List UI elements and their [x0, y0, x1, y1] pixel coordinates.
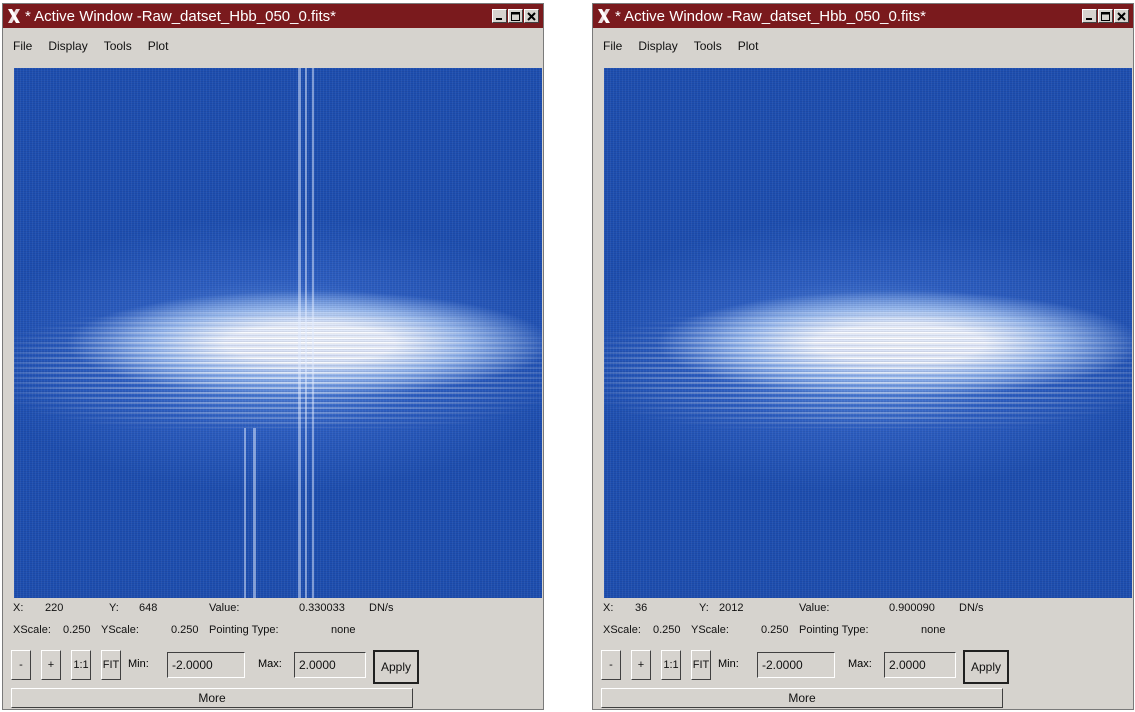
- window-title: * Active Window -Raw_datset_Hbb_050_0.fi…: [615, 7, 927, 25]
- detector-artifact-column: [244, 428, 246, 598]
- pointing-label: Pointing Type:: [209, 624, 279, 636]
- xscale-label: XScale:: [13, 624, 51, 636]
- toolbar: - + 1:1 FIT Min: -2.0000 Max: 2.0000 App…: [601, 650, 1121, 684]
- pointing-value: none: [921, 624, 946, 636]
- min-input[interactable]: -2.0000: [757, 652, 835, 678]
- zoom-in-button[interactable]: +: [631, 650, 651, 680]
- y-value: 2012: [719, 602, 744, 614]
- detector-artifact-column: [305, 68, 307, 598]
- detector-artifact-column: [312, 68, 314, 598]
- max-label: Max:: [258, 658, 282, 670]
- zoom-out-button[interactable]: -: [11, 650, 31, 680]
- min-label: Min:: [128, 658, 149, 670]
- maximize-icon[interactable]: [508, 9, 523, 23]
- max-input[interactable]: 2.0000: [884, 652, 956, 678]
- yscale-label: YScale:: [101, 624, 139, 636]
- image-noise: [604, 68, 1132, 598]
- image-canvas[interactable]: [14, 68, 542, 598]
- pointing-label: Pointing Type:: [799, 624, 869, 636]
- max-label: Max:: [848, 658, 872, 670]
- more-button[interactable]: More: [11, 688, 413, 708]
- fit-button[interactable]: FIT: [691, 650, 711, 680]
- apply-button[interactable]: Apply: [373, 650, 419, 684]
- title-bar[interactable]: * Active Window -Raw_datset_Hbb_050_0.fi…: [3, 4, 543, 28]
- pointing-value: none: [331, 624, 356, 636]
- y-label: Y:: [699, 602, 709, 614]
- cursor-readout: X: 220 Y: 648 Value: 0.330033 DN/s: [13, 602, 533, 616]
- value-unit: DN/s: [369, 602, 394, 614]
- menu-tools[interactable]: Tools: [693, 39, 722, 53]
- pixel-value: 0.330033: [299, 602, 345, 614]
- x-label: X:: [13, 602, 24, 614]
- xscale-value: 0.250: [653, 624, 681, 636]
- yscale-label: YScale:: [691, 624, 729, 636]
- maximize-icon[interactable]: [1098, 9, 1113, 23]
- value-unit: DN/s: [959, 602, 984, 614]
- y-label: Y:: [109, 602, 119, 614]
- close-icon[interactable]: [1114, 9, 1129, 23]
- xscale-value: 0.250: [63, 624, 91, 636]
- menu-tools[interactable]: Tools: [103, 39, 132, 53]
- value-label: Value:: [799, 602, 830, 614]
- zoom-1to1-button[interactable]: 1:1: [661, 650, 681, 680]
- cursor-readout: X: 36 Y: 2012 Value: 0.900090 DN/s: [603, 602, 1123, 616]
- pixel-value: 0.900090: [889, 602, 935, 614]
- xscale-label: XScale:: [603, 624, 641, 636]
- image-canvas[interactable]: [604, 68, 1132, 598]
- image-noise: [14, 68, 542, 598]
- menu-plot[interactable]: Plot: [737, 39, 759, 53]
- image-window-1: * Active Window -Raw_datset_Hbb_050_0.fi…: [2, 3, 544, 710]
- menu-display[interactable]: Display: [638, 39, 678, 53]
- toolbar: - + 1:1 FIT Min: -2.0000 Max: 2.0000 App…: [11, 650, 531, 684]
- x-value: 220: [45, 602, 64, 614]
- x-label: X:: [603, 602, 614, 614]
- fit-button[interactable]: FIT: [101, 650, 121, 680]
- min-label: Min:: [718, 658, 739, 670]
- x-value: 36: [635, 602, 648, 614]
- x-window-logo-icon: [5, 7, 23, 25]
- yscale-value: 0.250: [761, 624, 789, 636]
- menu-bar: File Display Tools Plot: [593, 28, 1133, 64]
- zoom-out-button[interactable]: -: [601, 650, 621, 680]
- menu-bar: File Display Tools Plot: [3, 28, 543, 64]
- window-title: * Active Window -Raw_datset_Hbb_050_0.fi…: [25, 7, 337, 25]
- max-input[interactable]: 2.0000: [294, 652, 366, 678]
- more-button[interactable]: More: [601, 688, 1003, 708]
- zoom-in-button[interactable]: +: [41, 650, 61, 680]
- value-label: Value:: [209, 602, 240, 614]
- apply-button[interactable]: Apply: [963, 650, 1009, 684]
- close-icon[interactable]: [524, 9, 539, 23]
- detector-artifact-column: [298, 68, 301, 598]
- fringe-pattern: [14, 311, 542, 429]
- menu-plot[interactable]: Plot: [147, 39, 169, 53]
- min-input[interactable]: -2.0000: [167, 652, 245, 678]
- scale-readout: XScale: 0.250 YScale: 0.250 Pointing Typ…: [13, 624, 533, 638]
- minimize-icon[interactable]: [1082, 9, 1097, 23]
- minimize-icon[interactable]: [492, 9, 507, 23]
- x-window-logo-icon: [595, 7, 613, 25]
- image-window-2: * Active Window -Raw_datset_Hbb_050_0.fi…: [592, 3, 1134, 710]
- menu-file[interactable]: File: [13, 39, 33, 53]
- detector-artifact-column: [253, 428, 256, 598]
- zoom-1to1-button[interactable]: 1:1: [71, 650, 91, 680]
- y-value: 648: [139, 602, 158, 614]
- menu-file[interactable]: File: [603, 39, 623, 53]
- fringe-pattern: [604, 311, 1132, 429]
- title-bar[interactable]: * Active Window -Raw_datset_Hbb_050_0.fi…: [593, 4, 1133, 28]
- scale-readout: XScale: 0.250 YScale: 0.250 Pointing Typ…: [603, 624, 1123, 638]
- yscale-value: 0.250: [171, 624, 199, 636]
- menu-display[interactable]: Display: [48, 39, 88, 53]
